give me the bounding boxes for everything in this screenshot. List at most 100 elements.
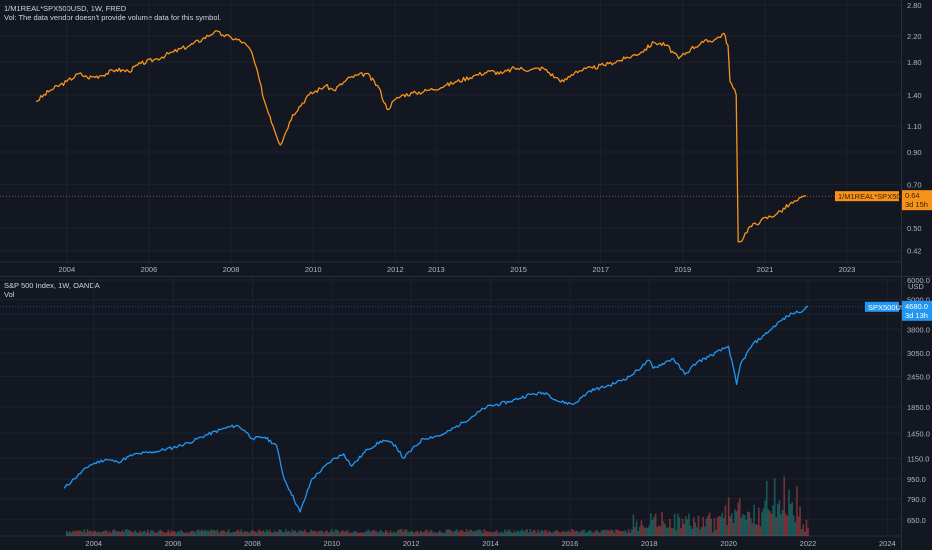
volume-bar <box>584 532 587 536</box>
volume-bar <box>745 519 747 536</box>
volume-bar <box>131 531 133 536</box>
y-tick-label: 0.50 <box>907 224 922 233</box>
volume-bar <box>154 532 157 536</box>
countdown-text: 3d 13h <box>905 311 928 320</box>
volume-bar <box>229 532 232 536</box>
volume-bar <box>589 530 592 536</box>
x-tick-label: 2015 <box>510 265 527 274</box>
volume-bar <box>102 531 105 536</box>
volume-bar <box>399 529 401 536</box>
volume-bar <box>683 523 686 536</box>
y-tick-label: 790.0 <box>907 495 926 504</box>
unit-label: USD <box>908 282 924 291</box>
volume-bar <box>669 518 671 536</box>
volume-bar <box>169 532 171 536</box>
volume-bar <box>686 519 689 536</box>
volume-bar <box>67 532 70 536</box>
volume-bar <box>654 513 657 536</box>
pane2-legend: S&P 500 Index, 1W, OANDA Vol <box>4 281 100 299</box>
x-tick-label: 2008 <box>223 265 240 274</box>
volume-bar <box>338 532 341 536</box>
volume-bar <box>548 530 551 536</box>
volume-bar <box>367 529 370 536</box>
volume-bar <box>358 532 360 536</box>
volume-bar <box>267 531 270 536</box>
volume-bar <box>521 529 524 536</box>
spx-chart-pane[interactable]: S&P 500 Index, 1W, OANDA Vol 6000.0 5000.… <box>0 276 932 550</box>
volume-bar <box>464 531 466 536</box>
x-tick-label: 2020 <box>720 539 737 548</box>
volume-bar <box>177 531 179 536</box>
volume-bar <box>470 529 473 536</box>
volume-bar <box>240 529 243 536</box>
volume-bar <box>531 531 533 536</box>
volume-bar <box>250 531 252 536</box>
volume-bar <box>445 530 447 536</box>
volume-bar <box>99 532 101 536</box>
volume-bar <box>391 532 393 536</box>
volume-bar <box>483 529 486 536</box>
y-tick-label: 650.0 <box>907 516 926 525</box>
volume-bar <box>577 531 579 536</box>
volume-bar <box>597 531 600 536</box>
volume-bar <box>480 530 482 536</box>
volume-bar <box>713 518 716 536</box>
volume-bar <box>432 532 435 536</box>
volume-bar <box>248 532 251 536</box>
ratio-chart-pane[interactable]: 1/M1REAL*SPX500USD, 1W, FRED Vol: The da… <box>0 0 932 276</box>
volume-bar <box>191 530 193 536</box>
price-label-tag <box>865 301 899 312</box>
volume-bar <box>716 517 719 536</box>
volume-bar <box>611 530 614 536</box>
volume-bar <box>337 530 339 536</box>
volume-bar <box>753 504 755 536</box>
volume-bar <box>65 531 68 536</box>
ratio-chart-svg[interactable]: 2.80 2.20 1.80 1.40 1.10 0.90 0.70 0.50 0.42 2004… <box>0 0 932 276</box>
volume-bar <box>632 514 635 536</box>
volume-bar <box>291 529 293 536</box>
volume-bar <box>113 529 116 536</box>
volume-bar <box>377 532 379 536</box>
volume-bar <box>485 531 487 536</box>
volume-bar <box>450 530 452 536</box>
volume-bar <box>212 530 214 536</box>
x-tick-label: 2024 <box>879 539 896 548</box>
volume-bar <box>283 532 286 536</box>
volume-bar <box>802 524 805 536</box>
volume-bar <box>296 532 298 536</box>
volume-bar <box>627 529 630 536</box>
volume-bar <box>704 526 706 536</box>
pane-divider[interactable] <box>0 276 932 277</box>
volume-bar <box>121 530 124 536</box>
spx-chart-svg[interactable]: 6000.05000.04380.03800.03050.02450.01850… <box>0 276 932 550</box>
volume-bar <box>559 532 562 536</box>
volume-bar <box>323 532 325 536</box>
x-tick-label: 2010 <box>323 539 340 548</box>
x-tick-label: 2019 <box>674 265 691 274</box>
x-tick-label: 2012 <box>387 265 404 274</box>
volume-bar <box>340 530 343 536</box>
volume-bar <box>723 517 725 536</box>
volume-bar <box>146 529 149 536</box>
volume-bar <box>91 532 93 536</box>
volume-bar <box>221 530 224 536</box>
volume-bar <box>805 519 808 536</box>
volume-bar <box>421 532 424 536</box>
volume-bar <box>469 529 471 536</box>
volume-bar <box>726 524 728 536</box>
volume-bar <box>613 532 616 536</box>
volume-bar <box>561 531 563 536</box>
volume-bar <box>424 530 427 536</box>
volume-bar <box>581 529 584 536</box>
volume-bar <box>205 530 208 536</box>
volume-bar <box>346 530 349 536</box>
volume-bar <box>94 530 97 536</box>
volume-bar <box>100 532 103 536</box>
volume-bar <box>313 531 316 536</box>
y-tick-label: 2450.0 <box>907 373 930 382</box>
volume-bar <box>777 503 779 536</box>
volume-bar <box>104 530 106 536</box>
volume-bar <box>86 529 89 536</box>
volume-bar <box>185 532 187 536</box>
volume-bar <box>335 529 338 536</box>
